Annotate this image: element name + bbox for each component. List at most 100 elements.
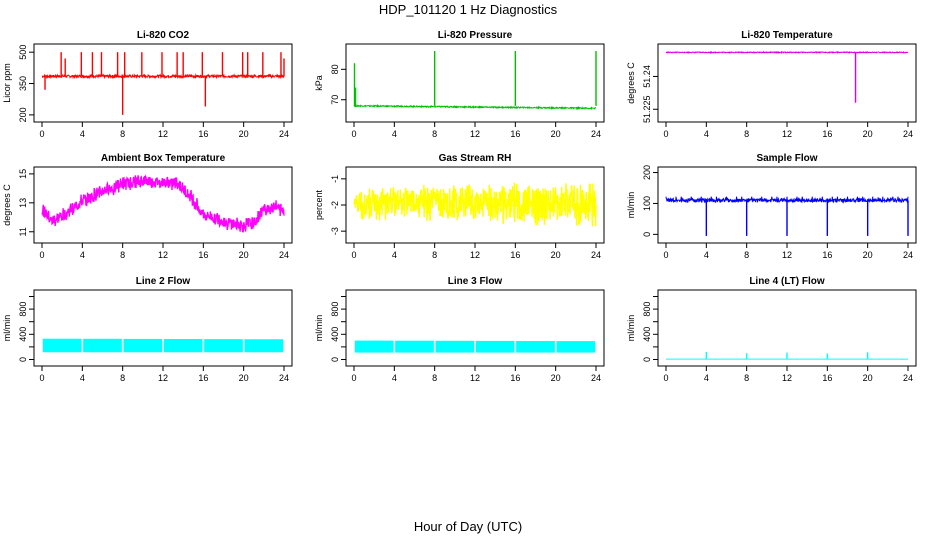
panel-9-xtick-label: 4 [704, 373, 709, 383]
panel-4-xtick-label: 16 [198, 250, 208, 260]
panel-3-ytick-label: 51.24 [642, 65, 652, 88]
panel-7-xtick-label: 24 [279, 373, 289, 383]
panel-9-series [666, 351, 908, 360]
panel-4-xtick-label: 4 [80, 250, 85, 260]
panel-3-ytick-label: 51.225 [642, 95, 652, 123]
panel-6-title: Sample Flow [756, 153, 817, 164]
figure-xlabel: Hour of Day (UTC) [414, 519, 522, 534]
panel-8-flow-block [516, 341, 555, 353]
panel-1-xtick-label: 0 [39, 129, 44, 139]
panel-2-xtick-label: 4 [392, 129, 397, 139]
panel-1-line [41, 73, 285, 80]
panel-6-series [665, 196, 909, 236]
panel-8-xtick-label: 20 [551, 373, 561, 383]
panel-8-title: Line 3 Flow [448, 276, 503, 287]
panel-8-xtick-label: 4 [392, 373, 397, 383]
panel-2-title: Li-820 Pressure [438, 30, 513, 41]
panel-4-ytick-label: 15 [18, 169, 28, 179]
panel-5-xtick-label: 20 [551, 250, 561, 260]
panel-8-flow-block [435, 340, 475, 353]
panel-1-xtick-label: 8 [120, 129, 125, 139]
panel-1-xtick-label: 24 [279, 129, 289, 139]
panel-4-ytick-label: 11 [18, 227, 28, 236]
panel-9-ylabel: ml/min [626, 315, 636, 342]
panel-5-xtick-label: 4 [392, 250, 397, 260]
panel-3-xtick-label: 16 [822, 129, 832, 139]
panel-4-title: Ambient Box Temperature [101, 153, 226, 164]
panel-9-xtick-label: 0 [663, 373, 668, 383]
panel-7-ytick-label: 0 [18, 357, 28, 362]
panel-6-ytick-label: 0 [642, 232, 652, 237]
panel-2-ylabel: kPa [314, 75, 324, 91]
panel-9-title: Line 4 (LT) Flow [749, 276, 825, 287]
panel-1-ytick-label: 500 [18, 45, 28, 60]
panel-3-xtick-label: 24 [903, 129, 913, 139]
panel-5-ylabel: percent [314, 189, 324, 220]
panel-7-xtick-label: 0 [39, 373, 44, 383]
panel-2-xtick-label: 8 [432, 129, 437, 139]
panel-4-xtick-label: 0 [39, 250, 44, 260]
panel-3-series [665, 50, 909, 103]
panel-1: Li-820 CO2 0 4 8 12 16 20 24 200 350 500 Licor ppm [2, 30, 293, 139]
panel-9-xtick-label: 8 [744, 373, 749, 383]
panel-8-ytick-label: 800 [330, 302, 340, 317]
panel-9-ytick-label: 800 [642, 302, 652, 317]
panel-1-ytick-label: 200 [18, 107, 28, 122]
panel-2-ytick-label: 70 [330, 95, 340, 105]
panel-6-xtick-label: 12 [782, 250, 792, 260]
panel-7-ytick-label: 800 [18, 302, 28, 317]
panel-9: Line 4 (LT) Flow 0 4 8 12 16 20 24 0 400 800 ml/min [626, 276, 917, 383]
panel-7-ytick-label: 400 [18, 327, 28, 342]
panel-3-xtick-label: 12 [782, 129, 792, 139]
panel-9-xtick-label: 12 [782, 373, 792, 383]
panel-7-flow-block [244, 339, 284, 353]
panel-4-line [41, 174, 285, 233]
panel-5-title: Gas Stream RH [439, 153, 512, 164]
panel-9-xtick-label: 16 [822, 373, 832, 383]
panel-7-ylabel: ml/min [2, 315, 12, 342]
panel-8-ytick-label: 400 [330, 327, 340, 342]
panel-8-flow-block [395, 340, 434, 353]
panel-9-ytick-label: 0 [642, 357, 652, 362]
panel-1-title: Li-820 CO2 [137, 30, 190, 41]
panel-6-ylabel: ml/min [626, 192, 636, 219]
panel-2-series [353, 51, 597, 111]
panel-8-flow-block [556, 341, 596, 353]
panel-6-ytick-label: 100 [642, 196, 652, 211]
panel-6-xtick-label: 8 [744, 250, 749, 260]
panel-4-xtick-label: 20 [239, 250, 249, 260]
panel-1-series [41, 52, 285, 115]
panel-1-ytick-label: 350 [18, 76, 28, 91]
panel-6-ytick-label: 200 [642, 165, 652, 180]
panel-7-title: Line 2 Flow [136, 276, 191, 287]
panel-6-xtick-label: 4 [704, 250, 709, 260]
panel-5-xtick-label: 24 [591, 250, 601, 260]
panel-8-xtick-label: 8 [432, 373, 437, 383]
panel-7-xtick-label: 12 [158, 373, 168, 383]
panel-1-xtick-label: 4 [80, 129, 85, 139]
panel-2-line [353, 103, 597, 111]
panel-5-xtick-label: 16 [510, 250, 520, 260]
panel-5-xtick-label: 8 [432, 250, 437, 260]
panel-5-ytick-label: -3 [330, 227, 340, 235]
panel-7: Line 2 Flow 0 4 8 12 16 20 24 0 400 800 ml/min [2, 276, 293, 383]
panel-9-ytick-label: 400 [642, 327, 652, 342]
panel-4-xtick-label: 24 [279, 250, 289, 260]
panel-5-line [353, 182, 597, 227]
panel-3-ylabel: degrees C [626, 62, 636, 104]
panel-2-xtick-label: 16 [510, 129, 520, 139]
panel-6-xtick-label: 24 [903, 250, 913, 260]
panel-4-xtick-label: 12 [158, 250, 168, 260]
panel-4-ytick-label: 13 [18, 198, 28, 208]
panel-3-line [665, 50, 909, 54]
panel-8-ytick-label: 0 [330, 357, 340, 362]
panel-5: Gas Stream RH 0 4 8 12 16 20 24 -1 -2 -3 percent [314, 153, 605, 260]
panel-9-xtick-label: 20 [863, 373, 873, 383]
panel-7-flow-block [123, 338, 163, 353]
panel-7-series [42, 338, 284, 353]
panel-4: Ambient Box Temperature 0 4 8 12 16 20 24 11 13 15… [2, 153, 293, 260]
panel-5-ytick-label: -2 [330, 201, 340, 209]
panel-5-series [353, 182, 597, 227]
